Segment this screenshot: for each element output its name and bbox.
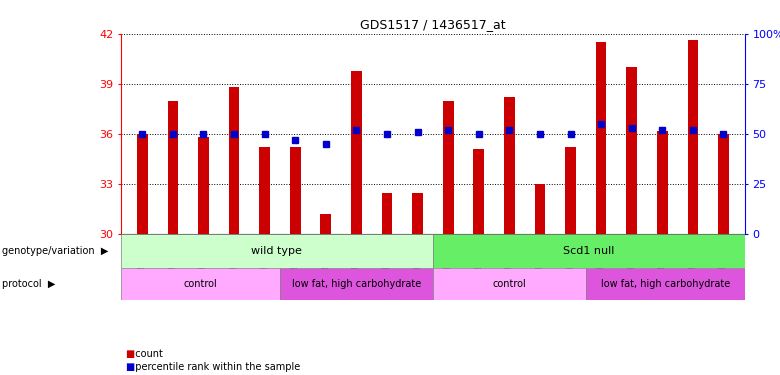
Bar — [121, 234, 433, 268]
Text: Scd1 null: Scd1 null — [563, 246, 615, 256]
Bar — [351, 70, 362, 234]
Bar — [718, 134, 729, 234]
Text: ■: ■ — [125, 350, 134, 359]
Bar — [687, 40, 698, 234]
Text: percentile rank within the sample: percentile rank within the sample — [129, 362, 300, 372]
Bar — [168, 100, 179, 234]
Bar — [534, 184, 545, 234]
Bar — [381, 193, 392, 234]
Bar — [626, 67, 637, 234]
Title: GDS1517 / 1436517_at: GDS1517 / 1436517_at — [360, 18, 505, 31]
Bar — [137, 134, 147, 234]
Text: control: control — [183, 279, 218, 289]
Bar — [586, 268, 745, 300]
Text: low fat, high carbohydrate: low fat, high carbohydrate — [292, 279, 421, 289]
Text: wild type: wild type — [251, 246, 303, 256]
Text: protocol  ▶: protocol ▶ — [2, 279, 55, 289]
Text: ■: ■ — [125, 362, 134, 372]
Bar — [413, 193, 423, 234]
Bar — [443, 100, 453, 234]
Bar — [504, 97, 515, 234]
Text: control: control — [492, 279, 526, 289]
Bar — [566, 147, 576, 234]
Text: count: count — [129, 350, 162, 359]
Bar — [473, 149, 484, 234]
Bar — [290, 147, 300, 234]
Bar — [657, 131, 668, 234]
Text: genotype/variation  ▶: genotype/variation ▶ — [2, 246, 108, 256]
Bar — [321, 214, 332, 234]
Bar — [198, 137, 209, 234]
Bar — [280, 268, 433, 300]
Bar — [121, 268, 280, 300]
Bar — [433, 234, 745, 268]
Bar — [596, 42, 607, 234]
Bar — [229, 87, 239, 234]
Text: low fat, high carbohydrate: low fat, high carbohydrate — [601, 279, 730, 289]
Bar — [259, 147, 270, 234]
Bar — [433, 268, 586, 300]
